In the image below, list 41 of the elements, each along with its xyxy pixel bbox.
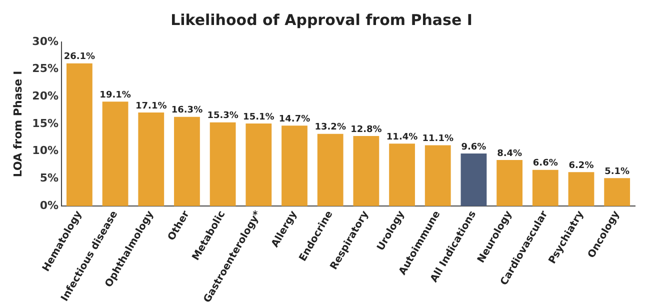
y-tick-label: 15% [32,116,59,130]
data-label: 15.1% [243,112,274,122]
data-label: 8.4% [497,148,522,159]
data-label: 19.1% [100,90,131,100]
data-label: 5.1% [604,166,630,177]
y-tick-label: 5% [40,172,59,184]
y-tick-label: 0% [40,198,59,212]
bar [496,160,522,206]
y-tick-label: 25% [32,62,59,76]
y-axis-title: LOA from Phase I [11,70,24,178]
bar [604,178,630,206]
bar [246,123,272,206]
data-label: 12.8% [350,124,382,135]
bar [532,170,558,206]
data-label: 13.2% [314,122,346,133]
bar [138,112,164,206]
data-label: 11.4% [386,132,418,143]
data-label: 6.6% [532,158,558,169]
data-label: 16.3% [171,106,203,116]
bar [174,116,200,206]
bar [210,122,236,206]
data-label: 26.1% [64,52,96,62]
bar [282,126,308,206]
y-tick-label: 20% [32,90,59,103]
bar [460,154,487,206]
bar [568,172,594,206]
data-label: 14.7% [278,114,310,124]
bar [353,136,380,206]
data-label: 9.6% [461,142,486,152]
bar [424,145,451,206]
bar [102,102,128,206]
bar [317,134,344,206]
data-label: 17.1% [136,101,167,112]
data-label: 15.3% [207,111,238,122]
data-label: 11.1% [422,134,454,144]
bar [389,144,415,206]
bar [66,63,92,206]
chart-title: Likelihood of Approval from Phase I [170,10,472,29]
y-tick-label: 30% [32,34,59,48]
y-tick-label: 10% [32,144,59,158]
data-label: 6.2% [568,160,594,171]
